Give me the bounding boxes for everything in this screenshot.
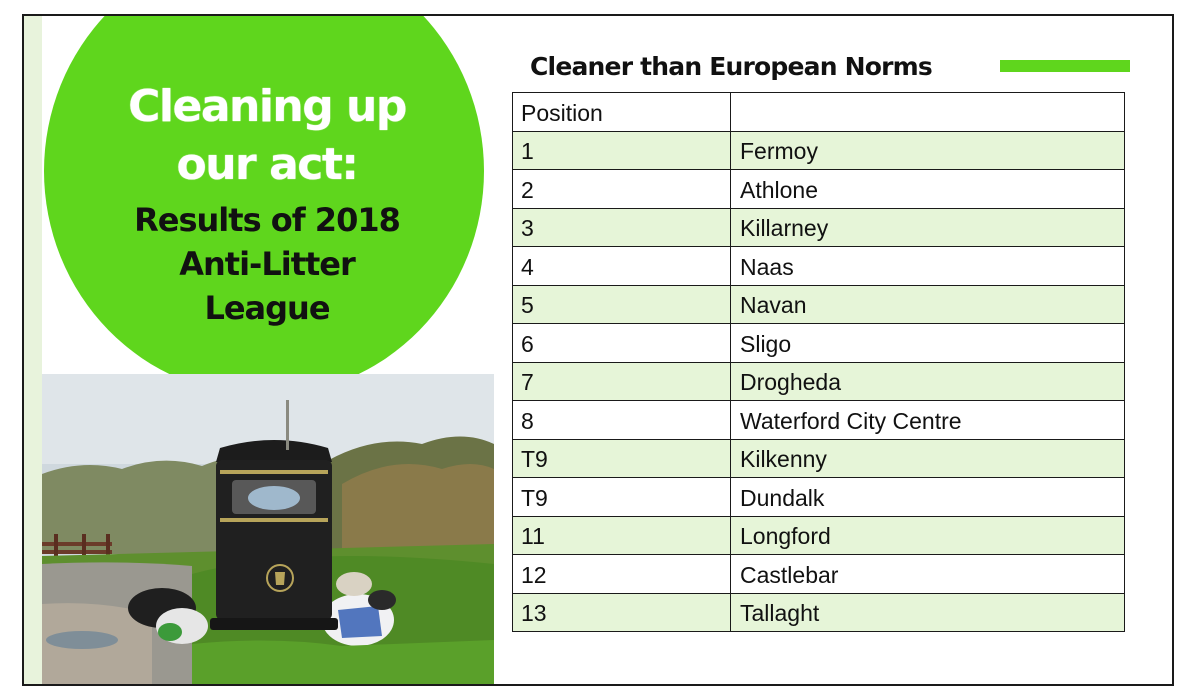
row-town: Dundalk (730, 477, 1125, 517)
row-town: Tallaght (730, 592, 1125, 632)
row-town: Kilkenny (730, 438, 1125, 478)
headline-line-5: League (204, 289, 330, 327)
table-row: T9 Kilkenny (512, 438, 1125, 478)
table-row: 12 Castlebar (512, 554, 1125, 594)
row-position: 5 (512, 284, 731, 324)
table-row: 2 Athlone (512, 169, 1125, 209)
header-position: Position (512, 92, 731, 132)
row-position: 1 (512, 130, 731, 170)
table-title-row: Cleaner than European Norms (530, 52, 1150, 86)
table-row: 7 Drogheda (512, 361, 1125, 401)
headline-line-2: our act: (176, 139, 359, 190)
row-town: Athlone (730, 169, 1125, 209)
table-row: 3 Killarney (512, 207, 1125, 247)
row-position: 7 (512, 361, 731, 401)
table-row: 5 Navan (512, 284, 1125, 324)
table-row: T9 Dundalk (512, 477, 1125, 517)
row-position: T9 (512, 477, 731, 517)
headline-line-1: Cleaning up (128, 81, 407, 132)
row-town: Sligo (730, 323, 1125, 363)
row-town: Castlebar (730, 554, 1125, 594)
row-position: 13 (512, 592, 731, 632)
row-town: Navan (730, 284, 1125, 324)
table-row: 6 Sligo (512, 323, 1125, 363)
row-town: Longford (730, 515, 1125, 555)
table-row: 11 Longford (512, 515, 1125, 555)
table-row: 4 Naas (512, 246, 1125, 286)
row-town: Naas (730, 246, 1125, 286)
row-position: 8 (512, 400, 731, 440)
litter-bin-photo (42, 374, 494, 684)
row-town: Fermoy (730, 130, 1125, 170)
row-position: 12 (512, 554, 731, 594)
row-town: Waterford City Centre (730, 400, 1125, 440)
title-accent-bar (1000, 60, 1130, 72)
left-margin-stripe (24, 16, 42, 684)
table-row: 8 Waterford City Centre (512, 400, 1125, 440)
row-town: Killarney (730, 207, 1125, 247)
row-position: 3 (512, 207, 731, 247)
row-town: Drogheda (730, 361, 1125, 401)
row-position: 2 (512, 169, 731, 209)
row-position: 4 (512, 246, 731, 286)
headline: Cleaning up our act: Results of 2018 Ant… (82, 78, 452, 334)
table-header-row: Position (512, 92, 1125, 132)
table-row: 1 Fermoy (512, 130, 1125, 170)
headline-line-4: Anti-Litter (179, 245, 356, 283)
row-position: 6 (512, 323, 731, 363)
headline-line-3: Results of 2018 (134, 201, 401, 239)
table-row: 13 Tallaght (512, 592, 1125, 632)
row-position: 11 (512, 515, 731, 555)
headline-circle (44, 16, 484, 396)
header-town (730, 92, 1125, 132)
league-table: Position 1 Fermoy 2 Athlone 3 Killarney … (512, 92, 1125, 632)
article-frame: Cleaning up our act: Results of 2018 Ant… (22, 14, 1174, 686)
row-position: T9 (512, 438, 731, 478)
table-title: Cleaner than European Norms (530, 52, 933, 81)
